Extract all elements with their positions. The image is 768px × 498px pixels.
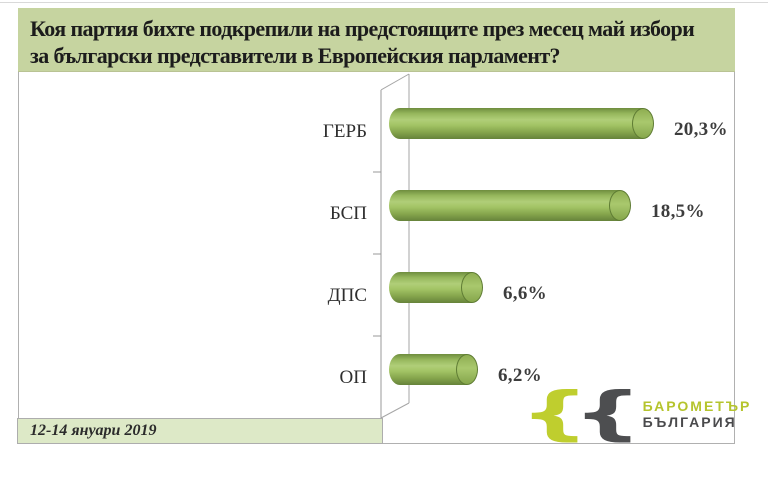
category-label: ОП	[339, 367, 367, 388]
bar-cylinder-cap	[456, 354, 478, 385]
logo-brand-line2: БЪЛГАРИЯ	[642, 413, 737, 430]
bar-cylinder-cap	[609, 190, 631, 221]
category-label: БСП	[329, 203, 367, 224]
bar-cylinder	[389, 272, 483, 303]
logo-brand-line1: БАРОМЕТЪР	[642, 397, 752, 414]
category-label: ДПС	[327, 285, 367, 306]
bar-cylinder-cap	[632, 108, 654, 139]
top-divider-line	[0, 2, 768, 3]
bar-cylinder	[389, 190, 631, 221]
chart-plot-area: ГЕРБ 20,3% БСП 18,5% ДПС 6,6% ОП 6,2%	[18, 72, 735, 444]
bar-cylinder	[389, 354, 478, 385]
chart-title-line1: Коя партия бихте подкрепили на предстоящ…	[30, 16, 695, 41]
barometer-bulgaria-logo: { { БАРОМЕТЪР БЪЛГАРИЯ	[520, 379, 752, 447]
logo-brace-lime-icon: {	[519, 379, 590, 447]
value-label: 20,3%	[674, 118, 728, 140]
value-label: 6,6%	[503, 282, 547, 304]
chart-title-banner: Коя партия бихте подкрепили на предстоящ…	[18, 8, 735, 72]
value-label: 6,2%	[498, 364, 542, 386]
survey-date-strip: 12-14 януари 2019	[17, 418, 383, 444]
value-label: 18,5%	[651, 200, 705, 222]
bar-cylinder	[389, 108, 654, 139]
logo-brace-dark-icon: {	[572, 379, 644, 447]
logo-wordmark: БАРОМЕТЪР БЪЛГАРИЯ	[643, 397, 752, 430]
category-label: ГЕРБ	[322, 121, 367, 142]
bar-cylinder-cap	[461, 272, 483, 303]
survey-date-label: 12-14 януари 2019	[30, 422, 157, 439]
chart-title-line2: за български представители в Европейския…	[30, 43, 561, 68]
